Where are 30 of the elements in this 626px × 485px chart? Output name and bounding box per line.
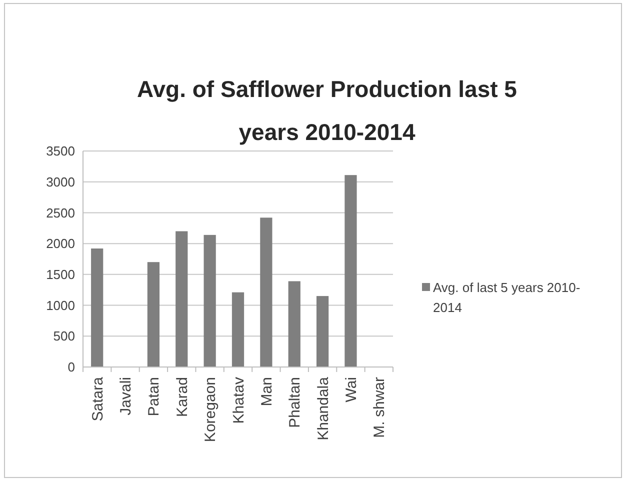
y-tick-label: 500 — [53, 328, 75, 344]
y-tick-label: 0 — [68, 360, 75, 375]
x-tick-label: Phaltan — [286, 377, 304, 428]
x-tick-label: M. shwar — [371, 376, 388, 438]
x-tick-label: Man — [258, 377, 276, 406]
bar — [232, 292, 244, 367]
x-tick-label: Karad — [174, 377, 191, 418]
y-tick-label: 1500 — [46, 266, 75, 282]
bar — [176, 231, 188, 367]
bar — [260, 218, 272, 367]
legend-label: Avg. of last 5 years 2010-2014 — [433, 280, 580, 315]
x-tick-label: Satara — [89, 376, 106, 422]
x-tick-label: Khandala — [314, 376, 332, 440]
y-tick-label: 2500 — [46, 205, 75, 220]
bar — [344, 175, 357, 367]
y-tick-label: 3000 — [46, 174, 75, 190]
chart-title: Avg. of Safflower Production last 5 years 2010-2014 — [137, 76, 518, 145]
bar — [288, 281, 300, 367]
x-tick-label: Koregaon — [202, 377, 220, 442]
x-tick-label: Khatav — [230, 376, 248, 424]
bar — [91, 248, 104, 367]
y-tick-label: 2000 — [46, 236, 75, 252]
y-tick-label: 3500 — [46, 144, 75, 159]
bar — [204, 234, 216, 367]
bar — [147, 262, 160, 367]
x-tick-label: Javali — [118, 377, 135, 416]
y-tick-label: 1000 — [46, 298, 75, 313]
x-tick-label: Patan — [146, 377, 163, 416]
x-tick-label: Wai — [342, 377, 360, 402]
bar — [316, 296, 329, 367]
